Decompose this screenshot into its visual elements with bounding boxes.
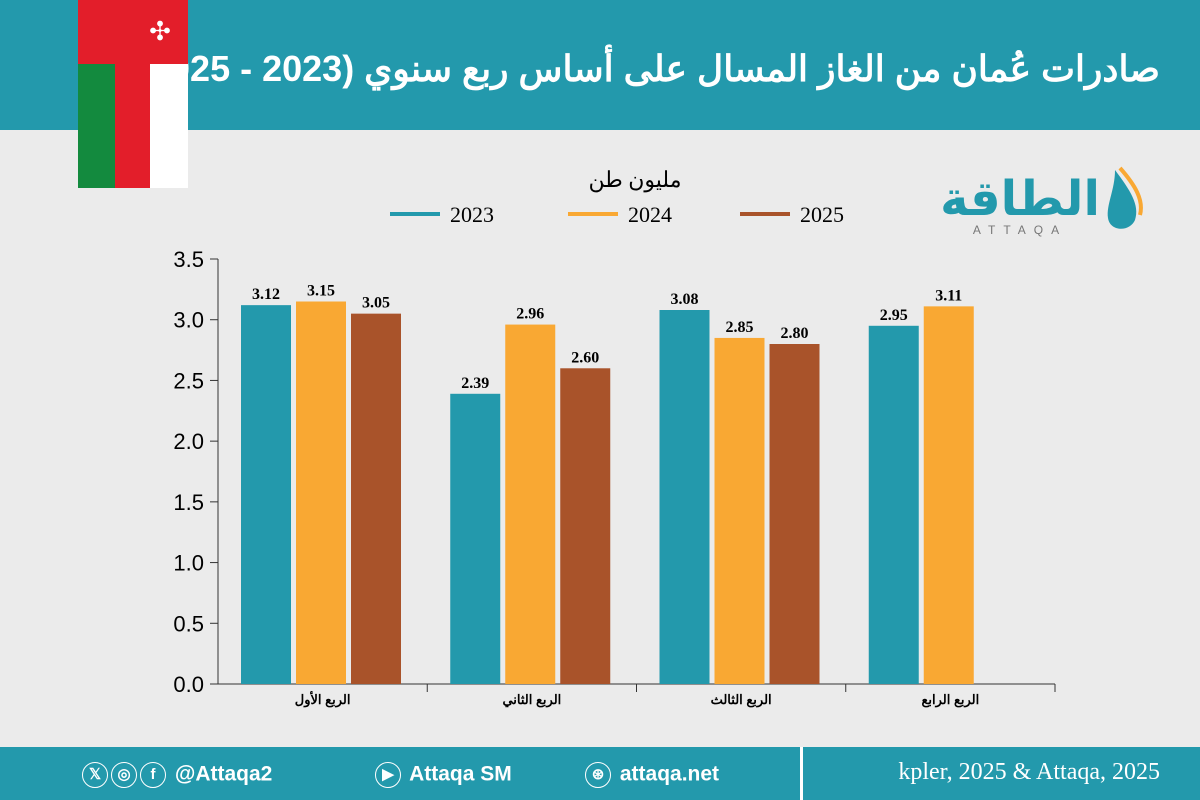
x-tick-label: الربع الرابع (921, 692, 979, 708)
footer: 𝕏 ◎ f @Attaqa2 ▶ Attaqa SM ⊛ attaqa.net kp… (0, 747, 1200, 800)
bar-2025 (560, 368, 611, 684)
x-tick-label: الربع الأول (295, 691, 351, 708)
bar-2024 (714, 337, 765, 684)
y-tick-label: 2.5 (173, 368, 204, 393)
oman-flag: ✣ (78, 0, 188, 188)
svg-text:الطاقة: الطاقة (940, 171, 1100, 227)
bar-2023 (868, 325, 919, 684)
instagram-icon[interactable]: ◎ (111, 762, 137, 788)
data-label: 2.95 (880, 307, 908, 324)
data-label: 3.05 (362, 295, 390, 312)
y-tick-label: 3.5 (173, 247, 204, 272)
social-handle[interactable]: @Attaqa2 (174, 762, 273, 786)
youtube-link[interactable]: ▶ Attaqa SM (375, 762, 512, 788)
youtube-icon: ▶ (375, 762, 401, 788)
unit-label: مليون طن (589, 167, 682, 193)
svg-text:✣: ✣ (149, 16, 171, 46)
x-tick-label: الربع الثاني (502, 692, 561, 708)
data-label: 3.08 (671, 291, 699, 308)
bar-2024 (505, 324, 556, 684)
y-tick-label: 0.0 (173, 672, 204, 697)
data-label: 3.15 (307, 283, 335, 300)
bar-2023 (450, 393, 501, 684)
data-label: 2.80 (781, 325, 809, 342)
bar-2024 (923, 306, 974, 684)
x-icon[interactable]: 𝕏 (82, 762, 108, 788)
y-tick-label: 1.0 (173, 551, 204, 576)
bar-2025 (769, 344, 820, 684)
data-label: 3.11 (935, 287, 962, 304)
data-label: 2.85 (726, 319, 754, 336)
facebook-icon[interactable]: f (140, 762, 166, 788)
bar-chart: مليون طن 2023 2024 2025 0.0 0.5 1.0 1.5 2.0 2.5 3.… (173, 167, 1056, 708)
x-tick-label: الربع الثالث (711, 692, 772, 708)
social-links: 𝕏 ◎ f @Attaqa2 (82, 762, 272, 788)
legend-label-2024: 2024 (628, 202, 672, 227)
y-tick-label: 2.0 (173, 429, 204, 454)
source-text: kpler, 2025 & Attaqa, 2025 (898, 759, 1160, 785)
bar-2024 (296, 301, 346, 684)
website-link[interactable]: ⊛ attaqa.net (585, 762, 719, 788)
svg-text:ATTAQA: ATTAQA (973, 223, 1067, 237)
data-label: 2.96 (516, 306, 544, 323)
attaqa-logo: الطاقة ATTAQA (940, 166, 1143, 237)
bar-2023 (241, 305, 291, 684)
y-tick-label: 0.5 (173, 611, 204, 636)
bar-2025 (351, 313, 401, 684)
y-tick-label: 3.0 (173, 308, 204, 333)
bar-2023 (659, 310, 710, 684)
divider (800, 747, 803, 800)
data-label: 3.12 (252, 286, 280, 303)
legend-label-2023: 2023 (450, 202, 494, 227)
data-label: 2.60 (571, 349, 599, 366)
website-label: attaqa.net (619, 762, 720, 786)
globe-icon: ⊛ (585, 762, 611, 788)
y-tick-label: 1.5 (173, 490, 204, 515)
legend-label-2025: 2025 (800, 202, 844, 227)
data-label: 2.39 (461, 375, 489, 392)
youtube-label: Attaqa SM (409, 762, 512, 786)
